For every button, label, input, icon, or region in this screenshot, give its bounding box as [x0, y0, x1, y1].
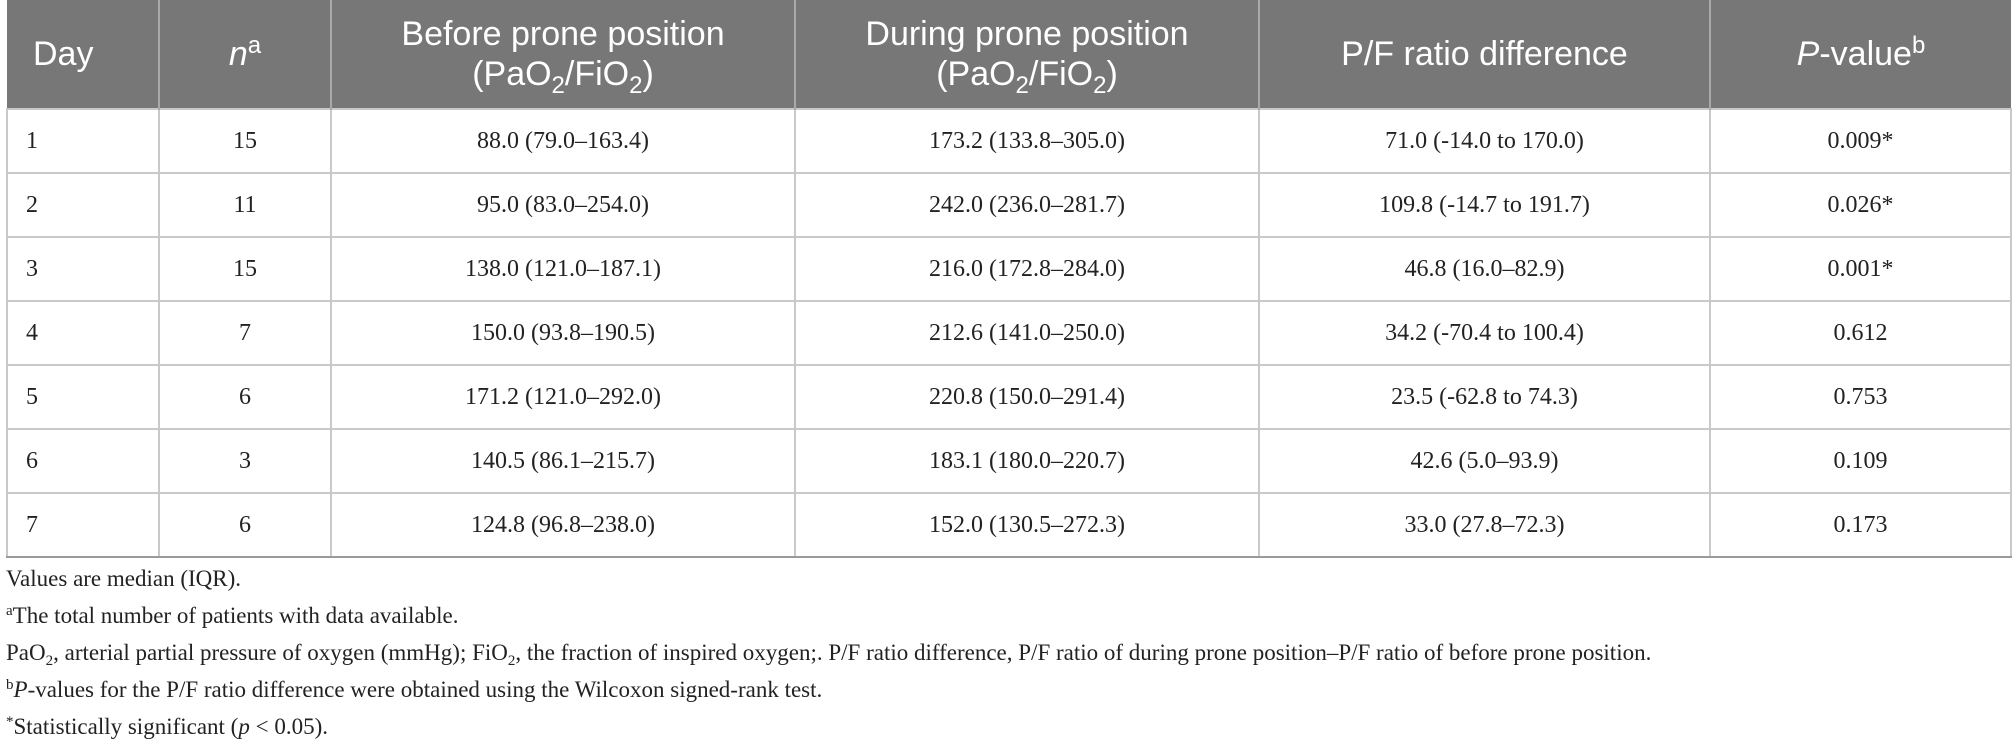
- table-row: 4 7 150.0 (93.8–190.5) 212.6 (141.0–250.…: [6, 300, 2012, 366]
- cell-during: 212.6 (141.0–250.0): [794, 300, 1260, 366]
- table-body: 1 15 88.0 (79.0–163.4) 173.2 (133.8–305.…: [6, 108, 2012, 558]
- cell-before: 171.2 (121.0–292.0): [330, 364, 796, 430]
- cell-diff: 42.6 (5.0–93.9): [1258, 428, 1711, 494]
- cell-n: 6: [158, 364, 332, 430]
- table-row: 6 3 140.5 (86.1–215.7) 183.1 (180.0–220.…: [6, 428, 2012, 494]
- header-row: Day na Before prone position (PaO2/FiO2)…: [7, 0, 2011, 109]
- cell-diff: 109.8 (-14.7 to 191.7): [1258, 172, 1711, 238]
- table-row: 3 15 138.0 (121.0–187.1) 216.0 (172.8–28…: [6, 236, 2012, 302]
- cell-pvalue: 0.001*: [1709, 236, 2012, 302]
- header-before: Before prone position (PaO2/FiO2): [330, 0, 795, 109]
- cell-during: 183.1 (180.0–220.7): [794, 428, 1260, 494]
- cell-pvalue: 0.109: [1709, 428, 2012, 494]
- header-pvalue-label: -value: [1819, 35, 1912, 73]
- cell-during: 220.8 (150.0–291.4): [794, 364, 1260, 430]
- results-table-container: Day na Before prone position (PaO2/FiO2)…: [6, 0, 2012, 558]
- header-n: na: [158, 0, 331, 109]
- cell-n: 6: [158, 492, 332, 558]
- header-pf-diff-label: P/F ratio difference: [1341, 35, 1628, 73]
- cell-day: 4: [6, 300, 160, 366]
- cell-during: 173.2 (133.8–305.0): [794, 108, 1260, 174]
- table-row: 7 6 124.8 (96.8–238.0) 152.0 (130.5–272.…: [6, 492, 2012, 558]
- cell-diff: 46.8 (16.0–82.9): [1258, 236, 1711, 302]
- cell-before: 95.0 (83.0–254.0): [330, 172, 796, 238]
- header-pf-diff: P/F ratio difference: [1258, 0, 1710, 109]
- table-header: Day na Before prone position (PaO2/FiO2)…: [7, 0, 2011, 109]
- cell-pvalue: 0.173: [1709, 492, 2012, 558]
- header-day: Day: [7, 0, 159, 109]
- header-n-label: n: [228, 35, 248, 73]
- cell-during: 242.0 (236.0–281.7): [794, 172, 1260, 238]
- cell-day: 1: [6, 108, 160, 174]
- cell-diff: 23.5 (-62.8 to 74.3): [1258, 364, 1711, 430]
- cell-before: 150.0 (93.8–190.5): [330, 300, 796, 366]
- cell-diff: 34.2 (-70.4 to 100.4): [1258, 300, 1711, 366]
- header-during: During prone position (PaO2/FiO2): [794, 0, 1259, 109]
- table-row: 1 15 88.0 (79.0–163.4) 173.2 (133.8–305.…: [6, 108, 2012, 174]
- table-row: 2 11 95.0 (83.0–254.0) 242.0 (236.0–281.…: [6, 172, 2012, 238]
- cell-n: 11: [158, 172, 332, 238]
- cell-before: 88.0 (79.0–163.4): [330, 108, 796, 174]
- cell-diff: 71.0 (-14.0 to 170.0): [1258, 108, 1711, 174]
- cell-pvalue: 0.009*: [1709, 108, 2012, 174]
- results-table: Day na Before prone position (PaO2/FiO2)…: [6, 0, 2012, 558]
- footnote-values: Values are median (IQR).: [6, 566, 242, 591]
- header-pvalue: P-valueb: [1709, 0, 2011, 109]
- table-footnotes: Values are median (IQR). aThe total numb…: [6, 560, 2010, 745]
- header-before-ratio: (PaO2/FiO2): [472, 55, 654, 99]
- cell-during: 152.0 (130.5–272.3): [794, 492, 1260, 558]
- header-pvalue-p: P: [1796, 35, 1820, 73]
- cell-pvalue: 0.612: [1709, 300, 2012, 366]
- cell-before: 140.5 (86.1–215.7): [330, 428, 796, 494]
- cell-before: 124.8 (96.8–238.0): [330, 492, 796, 558]
- table-row: 5 6 171.2 (121.0–292.0) 220.8 (150.0–291…: [6, 364, 2012, 430]
- cell-during: 216.0 (172.8–284.0): [794, 236, 1260, 302]
- footnote-a: aThe total number of patients with data …: [6, 603, 459, 628]
- header-day-label: Day: [33, 35, 94, 73]
- cell-day: 5: [6, 364, 160, 430]
- footnote-b: bP-values for the P/F ratio difference w…: [6, 677, 823, 702]
- cell-day: 6: [6, 428, 160, 494]
- cell-n: 15: [158, 108, 332, 174]
- header-during-label: During prone position: [865, 15, 1189, 53]
- cell-pvalue: 0.026*: [1709, 172, 2012, 238]
- cell-pvalue: 0.753: [1709, 364, 2012, 430]
- header-n-footnote: a: [247, 32, 262, 59]
- header-before-label: Before prone position: [401, 15, 725, 53]
- cell-n: 15: [158, 236, 332, 302]
- header-during-ratio: (PaO2/FiO2): [936, 55, 1118, 99]
- cell-n: 3: [158, 428, 332, 494]
- footnote-abbreviations: PaO2, arterial partial pressure of oxyge…: [6, 640, 1652, 669]
- cell-day: 3: [6, 236, 160, 302]
- cell-day: 2: [6, 172, 160, 238]
- header-pvalue-footnote: b: [1911, 32, 1926, 59]
- cell-day: 7: [6, 492, 160, 558]
- cell-n: 7: [158, 300, 332, 366]
- cell-before: 138.0 (121.0–187.1): [330, 236, 796, 302]
- footnote-significance: *Statistically significant (p < 0.05).: [6, 714, 328, 739]
- cell-diff: 33.0 (27.8–72.3): [1258, 492, 1711, 558]
